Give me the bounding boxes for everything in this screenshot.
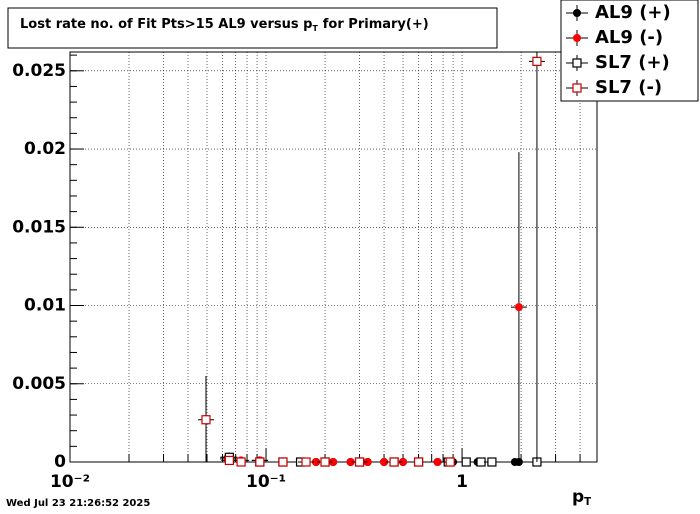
marker [236, 457, 246, 467]
y-tick-label: 0.005 [12, 374, 66, 394]
marker [514, 303, 523, 312]
legend-label: AL9 (+) [595, 2, 671, 23]
legend-box [560, 0, 699, 102]
subscript: T [312, 24, 318, 33]
marker [278, 457, 288, 467]
marker [346, 458, 355, 466]
marker [399, 458, 408, 466]
x-tick-label: 10⁻¹ [246, 472, 286, 492]
y-tick-label: 0.025 [12, 61, 66, 81]
title-box [7, 7, 498, 49]
y-tick-label: 0.02 [24, 139, 66, 159]
text-part: Lost rate no. of Fit Pts>15 AL9 versus p [20, 17, 312, 32]
marker [433, 458, 442, 466]
text-part: p [572, 487, 584, 507]
chart-title: Lost rate no. of Fit Pts>15 AL9 versus p… [20, 17, 429, 34]
y-tick-label: 0 [54, 452, 66, 472]
y-tick-label: 0.01 [24, 296, 66, 316]
text-part: for Primary(+) [323, 17, 429, 32]
marker [301, 457, 311, 467]
x-axis-label: pT [572, 487, 591, 508]
marker [573, 34, 581, 42]
legend-label: SL7 (+) [595, 52, 670, 73]
marker [201, 415, 211, 425]
marker [380, 458, 389, 466]
subscript: T [584, 497, 591, 508]
marker [363, 458, 372, 466]
marker [320, 457, 330, 467]
marker [572, 58, 582, 68]
y-tick-label: 0.015 [12, 217, 66, 237]
marker [329, 458, 338, 466]
marker [476, 457, 486, 467]
x-tick-label: 1 [456, 472, 468, 492]
marker [255, 457, 265, 467]
marker [354, 457, 365, 467]
marker [573, 9, 581, 17]
marker [312, 458, 321, 466]
legend-label: SL7 (-) [595, 77, 662, 98]
marker [572, 83, 582, 93]
legend-label: AL9 (-) [595, 27, 663, 48]
marker [461, 457, 471, 467]
x-tick-label: 10⁻² [50, 472, 90, 492]
marker [413, 457, 424, 467]
marker [532, 56, 542, 66]
footer-date: Wed Jul 23 21:26:52 2025 [6, 498, 150, 509]
marker [224, 455, 234, 466]
marker [389, 457, 399, 467]
marker [445, 457, 455, 467]
marker [487, 457, 497, 467]
